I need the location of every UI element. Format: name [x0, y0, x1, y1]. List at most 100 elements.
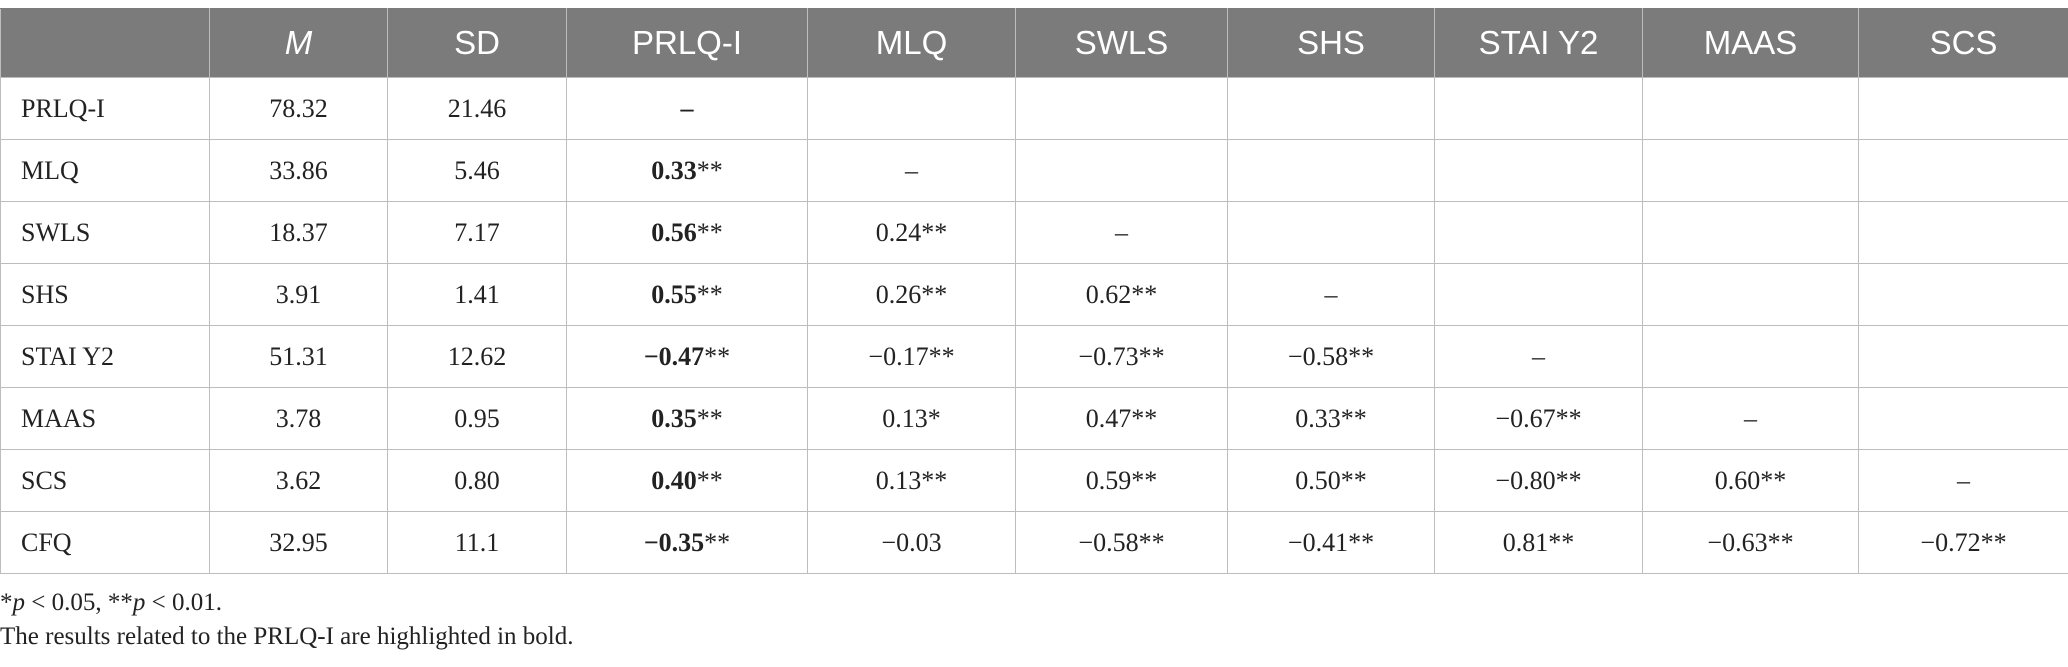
- significance-marker: **: [696, 279, 723, 309]
- correlation-cell: 0.56**: [566, 201, 808, 264]
- correlation-cell: −0.63**: [1642, 511, 1859, 574]
- correlation-value: 0.50: [1295, 465, 1341, 495]
- correlation-cell: [1434, 139, 1643, 202]
- table-row: STAI Y2 51.31 12.62 −0.47** −0.17** −0.73** −0…: [0, 325, 2068, 388]
- correlation-cell: –: [1434, 325, 1643, 388]
- sd-cell: 0.95: [387, 387, 567, 450]
- header-cell-swls: SWLS: [1015, 8, 1228, 78]
- correlation-cell: –: [1858, 449, 2068, 512]
- correlation-value: 0.33: [651, 155, 697, 185]
- correlation-value: 0.56: [651, 217, 697, 247]
- correlation-value: 0.26: [875, 279, 922, 309]
- significance-marker: **: [1340, 465, 1367, 495]
- correlation-cell: −0.73**: [1015, 325, 1228, 388]
- correlation-cell: −0.35**: [566, 511, 808, 574]
- significance-marker: **: [1348, 527, 1375, 557]
- correlation-cell: [1015, 139, 1228, 202]
- significance-marker: **: [1760, 465, 1787, 495]
- header-cell-scs: SCS: [1858, 8, 2068, 78]
- significance-marker: **: [1767, 527, 1794, 557]
- significance-marker: **: [704, 527, 731, 557]
- correlation-cell: –: [807, 139, 1016, 202]
- correlation-value: −0.58: [1078, 527, 1139, 557]
- correlation-cell: [1858, 201, 2068, 264]
- correlation-cell: –: [1642, 387, 1859, 450]
- significance-marker: **: [696, 155, 723, 185]
- header-cell-prlq-i: PRLQ-I: [566, 8, 808, 78]
- correlation-value: −0.41: [1287, 527, 1349, 557]
- correlation-cell: [1642, 139, 1859, 202]
- header-cell-blank: [0, 8, 210, 78]
- mean-cell: 51.31: [209, 325, 388, 388]
- correlation-cell: [1642, 77, 1859, 140]
- mean-cell: 3.78: [209, 387, 388, 450]
- correlation-cell: –: [566, 77, 808, 140]
- sd-cell: 11.1: [387, 511, 567, 574]
- correlation-cell: 0.24**: [807, 201, 1016, 264]
- row-label: SHS: [0, 263, 210, 326]
- significance-marker: **: [928, 341, 955, 371]
- correlation-cell: [1434, 263, 1643, 326]
- significance-note: *p < 0.05, **p < 0.01.: [0, 586, 573, 620]
- correlation-cell: [1227, 201, 1435, 264]
- table-row: SWLS 18.37 7.17 0.56** 0.24** –: [0, 201, 2068, 264]
- correlation-value: –: [1957, 465, 1970, 495]
- correlation-cell: [1434, 77, 1643, 140]
- significance-marker: **: [1555, 465, 1582, 495]
- significance-marker: **: [921, 465, 948, 495]
- sd-cell: 1.41: [387, 263, 567, 326]
- correlation-value: –: [905, 155, 918, 185]
- correlation-cell: [1015, 77, 1228, 140]
- correlation-value: 0.60: [1714, 465, 1761, 495]
- correlation-value: 0.55: [651, 279, 697, 309]
- sd-cell: 7.17: [387, 201, 567, 264]
- bold-note: The results related to the PRLQ-I are hi…: [0, 623, 574, 650]
- row-label: CFQ: [0, 511, 210, 574]
- significance-marker: **: [921, 279, 948, 309]
- correlation-value: −0.47: [643, 341, 705, 371]
- sd-cell: 5.46: [387, 139, 567, 202]
- header-row: M SD PRLQ-I MLQ SWLS SHS STAI Y2 MAAS SC…: [0, 8, 2068, 78]
- correlation-value: 0.33: [1295, 403, 1341, 433]
- correlation-cell: 0.35**: [566, 387, 808, 450]
- significance-marker: **: [921, 217, 948, 247]
- correlation-value: −0.63: [1707, 527, 1768, 557]
- correlation-cell: −0.72**: [1858, 511, 2068, 574]
- significance-marker: **: [1131, 279, 1158, 309]
- correlation-cell: [1434, 201, 1643, 264]
- correlation-cell: −0.03: [807, 511, 1016, 574]
- significance-marker: **: [1131, 403, 1158, 433]
- table-row: SCS 3.62 0.80 0.40** 0.13** 0.59** 0.50** −0.80…: [0, 449, 2068, 512]
- correlation-cell: 0.60**: [1642, 449, 1859, 512]
- header-cell-stai-y2: STAI Y2: [1434, 8, 1643, 78]
- correlation-value: –: [1532, 341, 1545, 371]
- correlation-cell: 0.81**: [1434, 511, 1643, 574]
- significance-marker: **: [1138, 341, 1165, 371]
- correlation-cell: [1227, 77, 1435, 140]
- significance-marker: **: [1548, 527, 1575, 557]
- correlation-cell: 0.55**: [566, 263, 808, 326]
- correlation-value: 0.13: [882, 403, 928, 433]
- correlation-cell: 0.50**: [1227, 449, 1435, 512]
- correlation-value: –: [1324, 279, 1338, 309]
- row-label: MLQ: [0, 139, 210, 202]
- correlation-cell: −0.58**: [1227, 325, 1435, 388]
- significance-marker: **: [1138, 527, 1165, 557]
- note-p-a-rest: < 0.05, **: [25, 589, 133, 616]
- significance-marker: *: [927, 403, 941, 433]
- correlation-value: –: [1115, 217, 1128, 247]
- note-p-b: p: [132, 589, 146, 616]
- mean-cell: 32.95: [209, 511, 388, 574]
- row-label: STAI Y2: [0, 325, 210, 388]
- table-row: MLQ 33.86 5.46 0.33** –: [0, 139, 2068, 202]
- correlation-cell: [1227, 139, 1435, 202]
- sd-cell: 0.80: [387, 449, 567, 512]
- correlation-cell: −0.41**: [1227, 511, 1435, 574]
- significance-marker: **: [1348, 341, 1375, 371]
- significance-marker: **: [1980, 527, 2007, 557]
- correlation-value: 0.59: [1085, 465, 1132, 495]
- table-row: CFQ 32.95 11.1 −0.35** −0.03 −0.58** −0.41** 0.…: [0, 511, 2068, 574]
- correlation-cell: [1642, 201, 1859, 264]
- correlation-value: –: [680, 93, 694, 123]
